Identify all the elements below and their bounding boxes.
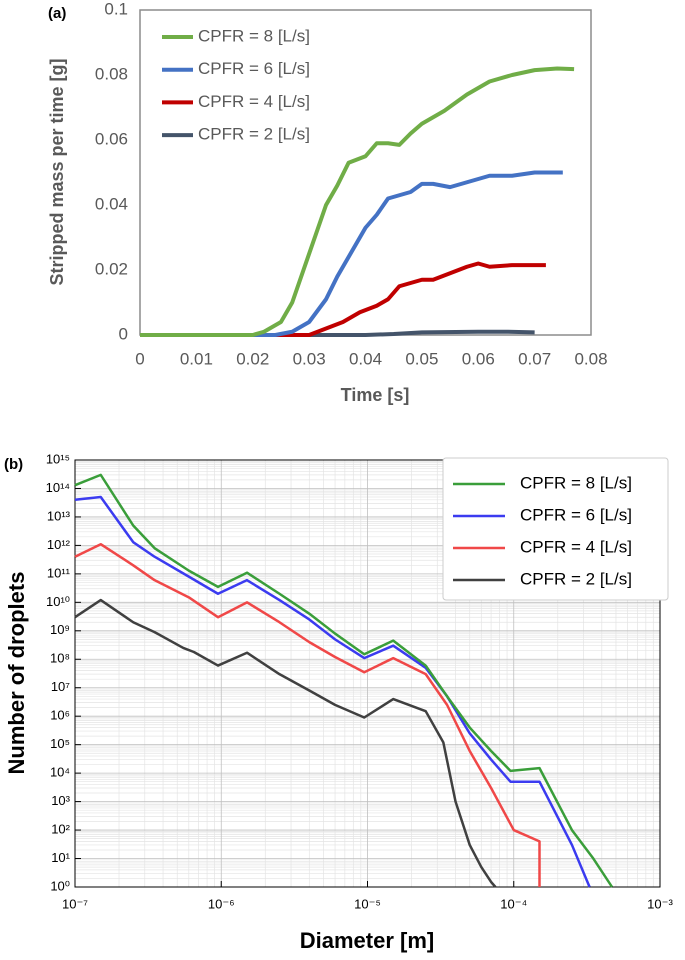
legend-label: CPFR = 2 [L/s] [520, 569, 632, 588]
series-line [140, 261, 546, 337]
y-tick-label: 0.1 [104, 0, 128, 18]
series-line [140, 66, 575, 337]
y-tick-label: 0.02 [95, 259, 128, 278]
y-tick-label: 10¹⁵ [46, 451, 70, 466]
legend-label: CPFR = 6 [L/s] [198, 59, 310, 78]
y-tick-label: 10¹² [47, 537, 71, 552]
y-tick-label: 10² [51, 822, 70, 837]
x-tick-label: 10⁻⁵ [354, 896, 381, 911]
x-tick-label: 10⁻⁶ [208, 896, 235, 911]
y-tick-label: 0.04 [95, 194, 128, 213]
legend-label: CPFR = 8 [L/s] [520, 473, 632, 492]
y-tick-label: 10⁴ [50, 765, 70, 780]
y-tick-label: 10¹³ [47, 508, 71, 523]
y-tick-label: 10⁸ [50, 651, 70, 666]
y-axis-label: Stripped mass per time [g] [47, 58, 67, 285]
y-tick-label: 10¹⁴ [46, 480, 70, 495]
x-tick-label: 0.02 [236, 349, 269, 368]
series-line [74, 542, 541, 887]
x-tick-label: 0.07 [518, 349, 551, 368]
y-tick-label: 10¹¹ [47, 565, 71, 580]
y-tick-label: 0 [119, 324, 128, 343]
y-tick-label: 10³ [51, 793, 70, 808]
legend-label: CPFR = 2 [L/s] [198, 125, 310, 144]
series-line [140, 170, 563, 337]
x-tick-label: 0.06 [462, 349, 495, 368]
legend-label: CPFR = 6 [L/s] [520, 505, 632, 524]
y-tick-label: 0.08 [95, 64, 128, 83]
x-tick-label: 10⁻⁴ [500, 896, 527, 911]
legend-label: CPFR = 4 [L/s] [520, 537, 632, 556]
x-tick-label: 0.08 [574, 349, 607, 368]
y-tick-label: 0.06 [95, 129, 128, 148]
series-line [140, 329, 535, 337]
x-tick-label: 0 [135, 349, 144, 368]
x-tick-label: 10⁻⁷ [62, 896, 88, 911]
x-tick-label: 10⁻³ [647, 896, 673, 911]
y-axis-label: Number of droplets [4, 572, 29, 775]
legend-label: CPFR = 8 [L/s] [198, 26, 310, 45]
y-tick-label: 10⁶ [50, 708, 70, 723]
y-tick-label: 10⁷ [51, 679, 70, 694]
y-tick-label: 10¹⁰ [46, 594, 70, 609]
series-line [74, 473, 614, 888]
series-line [74, 598, 497, 888]
x-tick-label: 0.04 [349, 349, 382, 368]
panel-label: (b) [4, 456, 23, 473]
y-tick-label: 10⁵ [50, 736, 70, 751]
y-tick-label: 10⁰ [50, 878, 70, 893]
x-axis-label: Time [s] [341, 385, 410, 405]
y-tick-label: 10⁹ [50, 622, 70, 637]
x-tick-label: 0.03 [293, 349, 326, 368]
x-tick-label: 0.01 [180, 349, 213, 368]
legend-box [442, 457, 669, 601]
plot-frame [74, 459, 661, 888]
panel-label: (a) [48, 5, 66, 22]
x-axis-label: Diameter [m] [300, 928, 434, 953]
y-tick-label: 10¹ [51, 850, 70, 865]
legend-label: CPFR = 4 [L/s] [198, 92, 310, 111]
x-tick-label: 0.05 [405, 349, 438, 368]
series-line [74, 495, 591, 888]
